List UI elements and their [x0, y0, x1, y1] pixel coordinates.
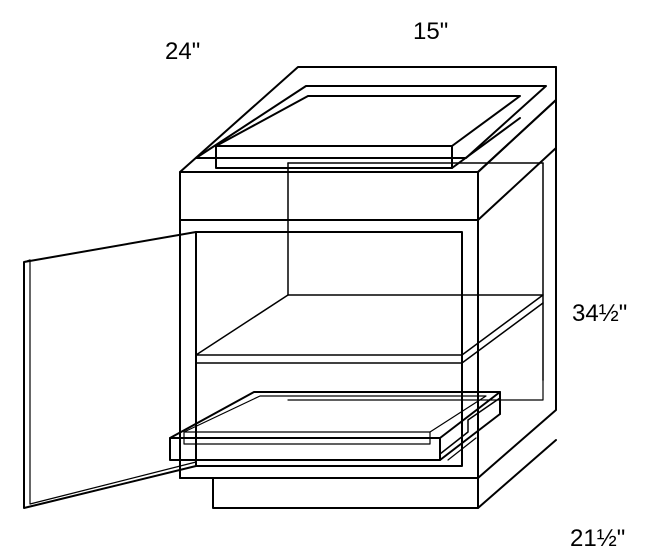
toe-kick-front — [213, 478, 478, 508]
drawer-well-top — [216, 96, 520, 146]
cabinet-diagram-stage: 15" 24" 34½" 21½" — [0, 0, 647, 557]
interior-floor-back — [288, 380, 543, 400]
carcass-right-side — [478, 67, 556, 478]
rollout-inner — [184, 396, 486, 432]
rollout-right-face-diag — [440, 414, 500, 460]
door-opening — [196, 232, 462, 466]
shelf-top — [196, 295, 543, 355]
toe-kick-right-diag — [478, 440, 556, 508]
open-door-inner-edge — [30, 260, 196, 504]
dim-width-label: 15" — [413, 18, 448, 46]
dim-depth-label: 24" — [165, 38, 200, 66]
open-door-outer — [24, 232, 196, 508]
dim-toe-kick-label: 21½" — [570, 525, 625, 553]
shelf-right-edge — [462, 303, 543, 363]
countertop-outer — [180, 67, 556, 172]
drawer-front-right-diag — [478, 148, 556, 220]
rollout-front-face — [170, 438, 440, 460]
dim-height-label: 34½" — [572, 300, 627, 328]
shelf-front-edge — [196, 355, 462, 363]
cabinet-line-drawing — [0, 0, 647, 557]
